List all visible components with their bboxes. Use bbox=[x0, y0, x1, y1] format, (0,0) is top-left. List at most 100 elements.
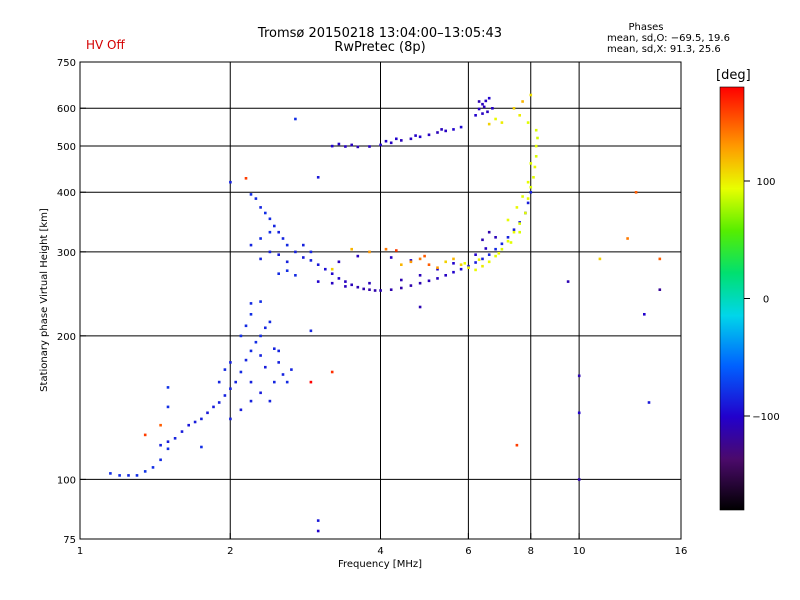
data-point bbox=[324, 267, 327, 271]
data-point bbox=[259, 300, 262, 303]
data-point bbox=[285, 260, 289, 264]
data-point bbox=[239, 370, 243, 374]
data-point bbox=[409, 284, 413, 287]
data-point bbox=[239, 408, 243, 412]
data-point bbox=[526, 197, 530, 200]
data-point bbox=[143, 433, 147, 437]
y-tick-label: 75 bbox=[63, 535, 76, 546]
data-point bbox=[452, 262, 455, 265]
data-point bbox=[481, 264, 484, 268]
data-point bbox=[400, 286, 403, 290]
colorbar-tick-label: 0 bbox=[763, 295, 769, 306]
data-point bbox=[249, 313, 253, 316]
x-tick-labels: 1 2 4 6 8 10 16 bbox=[77, 546, 688, 557]
data-point bbox=[474, 268, 477, 272]
data-point bbox=[577, 478, 581, 481]
data-point bbox=[368, 281, 371, 285]
data-point bbox=[159, 443, 162, 447]
data-point bbox=[277, 361, 280, 364]
data-point bbox=[526, 180, 530, 184]
data-point bbox=[379, 289, 382, 292]
data-point bbox=[481, 112, 484, 115]
colorbar bbox=[719, 86, 745, 511]
data-point bbox=[500, 121, 504, 124]
data-point bbox=[259, 257, 262, 261]
data-point bbox=[400, 263, 403, 266]
data-point bbox=[414, 134, 417, 137]
data-point bbox=[244, 177, 248, 180]
data-point bbox=[379, 143, 382, 147]
data-point bbox=[273, 224, 276, 228]
data-point bbox=[302, 256, 305, 259]
data-point bbox=[268, 320, 272, 324]
x-axis-label: Frequency [MHz] bbox=[338, 559, 422, 570]
data-point bbox=[409, 260, 413, 264]
data-point bbox=[384, 247, 388, 251]
data-point bbox=[497, 252, 501, 255]
data-point bbox=[506, 236, 510, 239]
data-point bbox=[143, 470, 147, 473]
data-point bbox=[193, 420, 197, 424]
data-point bbox=[277, 230, 280, 234]
data-point bbox=[487, 122, 491, 126]
data-point bbox=[487, 253, 491, 256]
data-point bbox=[529, 162, 533, 165]
data-point bbox=[409, 137, 413, 141]
data-point bbox=[249, 302, 253, 305]
data-point bbox=[277, 349, 280, 353]
colorbar-tick-label: −100 bbox=[752, 412, 779, 423]
data-point bbox=[486, 110, 489, 114]
data-point bbox=[330, 370, 334, 374]
data-point bbox=[249, 399, 253, 403]
data-point bbox=[418, 135, 422, 139]
data-point bbox=[459, 267, 463, 271]
data-point bbox=[254, 197, 258, 200]
data-point bbox=[436, 277, 439, 280]
data-point bbox=[566, 280, 570, 283]
data-point bbox=[212, 405, 215, 409]
data-point bbox=[444, 260, 447, 264]
data-point bbox=[463, 262, 467, 265]
data-point bbox=[127, 474, 130, 477]
data-point bbox=[634, 191, 638, 194]
data-point bbox=[200, 445, 203, 449]
data-point bbox=[239, 334, 243, 338]
data-point bbox=[273, 347, 276, 350]
data-point bbox=[487, 230, 491, 234]
data-point bbox=[268, 399, 272, 403]
data-point bbox=[268, 217, 272, 221]
data-point bbox=[400, 139, 403, 142]
data-point bbox=[440, 128, 443, 131]
data-point bbox=[500, 247, 504, 251]
data-point bbox=[494, 117, 497, 121]
data-point bbox=[344, 285, 347, 288]
data-point bbox=[187, 423, 190, 427]
data-point bbox=[337, 277, 341, 280]
data-point bbox=[598, 257, 602, 261]
data-point bbox=[436, 266, 439, 269]
data-point bbox=[532, 176, 535, 179]
data-point bbox=[254, 340, 258, 344]
data-point bbox=[264, 211, 267, 215]
x-tick-label: 4 bbox=[377, 546, 383, 557]
data-point bbox=[518, 114, 521, 117]
data-point bbox=[368, 250, 371, 254]
data-point bbox=[200, 417, 203, 421]
data-point bbox=[643, 313, 646, 316]
data-point bbox=[290, 368, 293, 371]
data-point bbox=[534, 128, 538, 132]
y-tick-label: 200 bbox=[57, 332, 76, 343]
data-point bbox=[151, 466, 155, 469]
data-point bbox=[166, 440, 170, 443]
data-point bbox=[494, 236, 497, 239]
data-point bbox=[285, 243, 289, 247]
data-point bbox=[309, 380, 313, 384]
data-point bbox=[418, 305, 422, 309]
data-point bbox=[259, 206, 262, 209]
data-point bbox=[484, 99, 488, 103]
data-point bbox=[281, 373, 285, 376]
data-point bbox=[395, 249, 398, 252]
data-point bbox=[118, 474, 121, 477]
data-point bbox=[427, 279, 431, 283]
scatter-points bbox=[109, 93, 662, 533]
